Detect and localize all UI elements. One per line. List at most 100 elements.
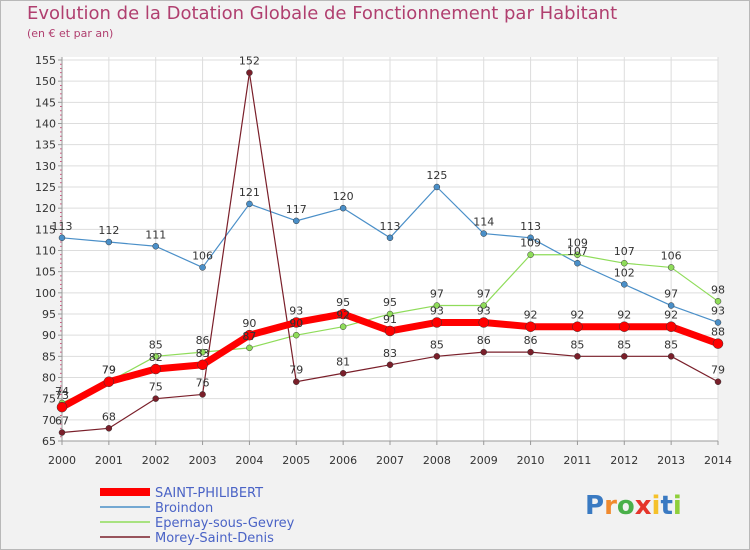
- x-tick-label: 2014: [704, 454, 732, 467]
- x-tick-label: 2010: [517, 454, 545, 467]
- data-point-broindon: [58, 234, 66, 242]
- data-label-saint-philibert: 92: [617, 309, 631, 322]
- y-tick-label: 75: [42, 393, 56, 406]
- data-point-morey-saint-denis: [152, 395, 159, 402]
- data-point-morey-saint-denis: [339, 370, 347, 377]
- data-label-morey-saint-denis: 85: [664, 338, 678, 351]
- legend-label-broindon: Broindon: [155, 501, 213, 516]
- y-tick-label: 70: [42, 414, 56, 427]
- x-tick-label: 2002: [142, 454, 170, 467]
- y-tick-label: 155: [35, 54, 56, 67]
- y-tick-label: 90: [42, 329, 56, 342]
- y-tick-label: 85: [42, 350, 56, 363]
- data-point-broindon: [433, 183, 441, 191]
- x-tick-label: 2009: [470, 454, 498, 467]
- data-label-epernay-sous-gevrey: 85: [149, 338, 163, 351]
- data-label-morey-saint-denis: 79: [289, 364, 303, 377]
- data-label-morey-saint-denis: 75: [149, 381, 163, 394]
- data-label-saint-philibert: 82: [149, 351, 163, 364]
- legend-label-morey-saint-denis: Morey-Saint-Denis: [155, 531, 274, 546]
- chart-subtitle: (en € et par an): [27, 27, 114, 40]
- data-point-epernay-sous-gevrey: [433, 302, 441, 309]
- data-label-saint-philibert: 95: [336, 296, 350, 309]
- x-tick-label: 2008: [423, 454, 451, 467]
- data-label-morey-saint-denis: 68: [102, 410, 116, 423]
- data-label-morey-saint-denis: 76: [196, 376, 210, 389]
- data-label-broindon: 93: [711, 304, 725, 317]
- series-points: [56, 69, 724, 436]
- data-label-epernay-sous-gevrey: 95: [383, 296, 397, 309]
- data-point-saint-philibert: [619, 321, 630, 332]
- x-tick-label: 2011: [563, 454, 591, 467]
- data-point-epernay-sous-gevrey: [480, 302, 487, 309]
- y-tick-label: 65: [42, 435, 56, 448]
- data-point-epernay-sous-gevrey: [527, 251, 534, 258]
- legend: SAINT-PHILIBERTBroindonEpernay-sous-Gevr…: [100, 486, 295, 546]
- data-label-epernay-sous-gevrey: 87: [242, 330, 256, 343]
- data-label-broindon: 102: [614, 266, 635, 279]
- data-label-broindon: 125: [426, 169, 447, 182]
- data-point-saint-philibert: [291, 317, 302, 328]
- x-tick-label: 2012: [610, 454, 638, 467]
- data-label-broindon: 114: [473, 216, 494, 229]
- grid-lines: [61, 57, 719, 442]
- y-tick-labels: 65 70 75 80 85 90 95 100 105 110 115 120 125 130 135 14…: [35, 54, 56, 448]
- data-label-epernay-sous-gevrey: 74: [55, 385, 69, 398]
- legend-label-epernay-sous-gevrey: Epernay-sous-Gevrey: [155, 516, 295, 531]
- y-tick-label: 110: [35, 245, 56, 258]
- data-label-morey-saint-denis: 85: [617, 338, 631, 351]
- data-label-morey-saint-denis: 86: [524, 334, 538, 347]
- data-label-broindon: 113: [380, 220, 401, 233]
- data-label-saint-philibert: 83: [196, 347, 210, 360]
- y-tick-label: 150: [35, 75, 56, 88]
- y-tick-label: 80: [42, 372, 56, 385]
- data-point-saint-philibert: [337, 308, 349, 320]
- data-label-saint-philibert: 88: [711, 326, 725, 339]
- data-point-morey-saint-denis: [105, 425, 113, 432]
- data-label-broindon: 117: [286, 203, 307, 216]
- data-point-epernay-sous-gevrey: [574, 251, 581, 258]
- data-label-broindon: 107: [567, 245, 588, 258]
- data-point-morey-saint-denis: [714, 378, 722, 385]
- x-tick-labels: 2000 2001 2002 2003 2004 2005 2006 2007 2008 2009…: [48, 454, 732, 467]
- data-point-saint-philibert: [103, 376, 115, 387]
- data-point-morey-saint-denis: [480, 348, 487, 356]
- data-point-morey-saint-denis: [527, 348, 534, 356]
- data-label-broindon: 106: [192, 249, 213, 262]
- data-point-morey-saint-denis: [58, 429, 66, 436]
- data-point-saint-philibert: [197, 359, 208, 371]
- data-labels: 113 112 111 106 121 117 120 113 125 114 113 107 102 9…: [52, 55, 726, 428]
- data-label-saint-philibert: 92: [664, 309, 678, 322]
- data-label-epernay-sous-gevrey: 86: [196, 334, 210, 347]
- x-tick-label: 2004: [235, 454, 263, 467]
- data-point-broindon: [527, 234, 534, 242]
- data-label-saint-philibert: 92: [570, 309, 584, 322]
- data-label-epernay-sous-gevrey: 97: [430, 288, 444, 301]
- data-label-epernay-sous-gevrey: 107: [614, 245, 635, 258]
- data-label-broindon: 120: [333, 190, 354, 203]
- data-point-epernay-sous-gevrey: [386, 310, 394, 318]
- data-point-saint-philibert: [56, 401, 68, 413]
- data-point-morey-saint-denis: [199, 391, 206, 398]
- data-label-morey-saint-denis: 79: [711, 364, 725, 377]
- x-tick-label: 2006: [329, 454, 357, 467]
- data-point-epernay-sous-gevrey: [714, 298, 722, 305]
- data-point-epernay-sous-gevrey: [339, 323, 347, 330]
- svg-text:Proxiti: Proxiti: [585, 491, 682, 521]
- data-label-saint-philibert: 79: [102, 364, 116, 377]
- data-point-morey-saint-denis: [621, 353, 628, 360]
- data-point-saint-philibert: [572, 321, 583, 332]
- data-label-epernay-sous-gevrey: 97: [477, 288, 491, 301]
- data-label-saint-philibert: 92: [524, 309, 538, 322]
- data-label-saint-philibert: 93: [477, 304, 491, 317]
- data-label-morey-saint-denis: 86: [477, 334, 491, 347]
- data-label-morey-saint-denis: 85: [570, 338, 584, 351]
- data-label-broindon: 113: [520, 220, 541, 233]
- data-label-epernay-sous-gevrey: 109: [567, 237, 588, 250]
- data-label-morey-saint-denis: 81: [336, 355, 350, 368]
- data-label-broindon: 121: [239, 186, 260, 199]
- legend-label-saint-philibert: SAINT-PHILIBERT: [155, 486, 263, 501]
- data-point-saint-philibert: [665, 321, 677, 332]
- data-label-saint-philibert: 90: [242, 317, 256, 330]
